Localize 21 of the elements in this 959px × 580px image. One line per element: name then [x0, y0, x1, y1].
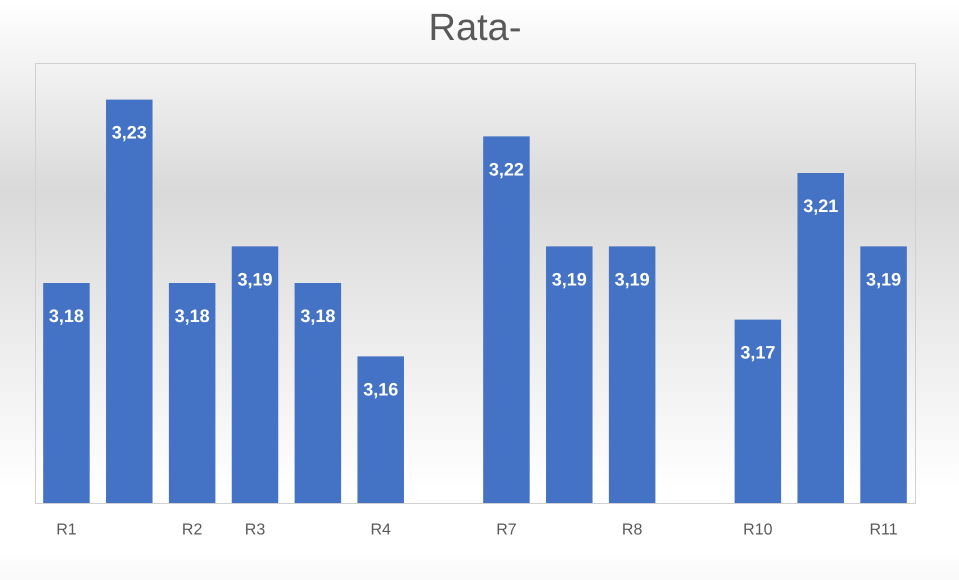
data-label: 3,16	[363, 379, 398, 400]
x-tick-label: R11	[869, 522, 898, 538]
x-tick-label: R10	[743, 522, 773, 538]
data-label: 3,19	[237, 269, 273, 290]
data-label: 3,17	[740, 342, 776, 363]
x-tick-label: R8	[622, 522, 642, 538]
x-tick-label: R2	[182, 522, 202, 538]
x-tick-label: R3	[244, 522, 266, 538]
data-label: 3,18	[300, 306, 336, 326]
x-tick-label: R1	[56, 522, 77, 538]
data-label: 3,18	[48, 306, 84, 326]
data-label: 3,22	[488, 159, 524, 180]
data-label: 3,19	[866, 269, 902, 290]
data-label: 3,19	[552, 269, 587, 290]
x-tick-label: R7	[496, 522, 517, 538]
data-label: 3,21	[803, 196, 838, 216]
data-label: 3,23	[112, 122, 147, 143]
data-label: 3,19	[614, 269, 650, 290]
data-label: 3,18	[174, 306, 210, 326]
x-tick-label: R4	[370, 522, 392, 538]
chart-title: Rata-	[428, 7, 522, 49]
